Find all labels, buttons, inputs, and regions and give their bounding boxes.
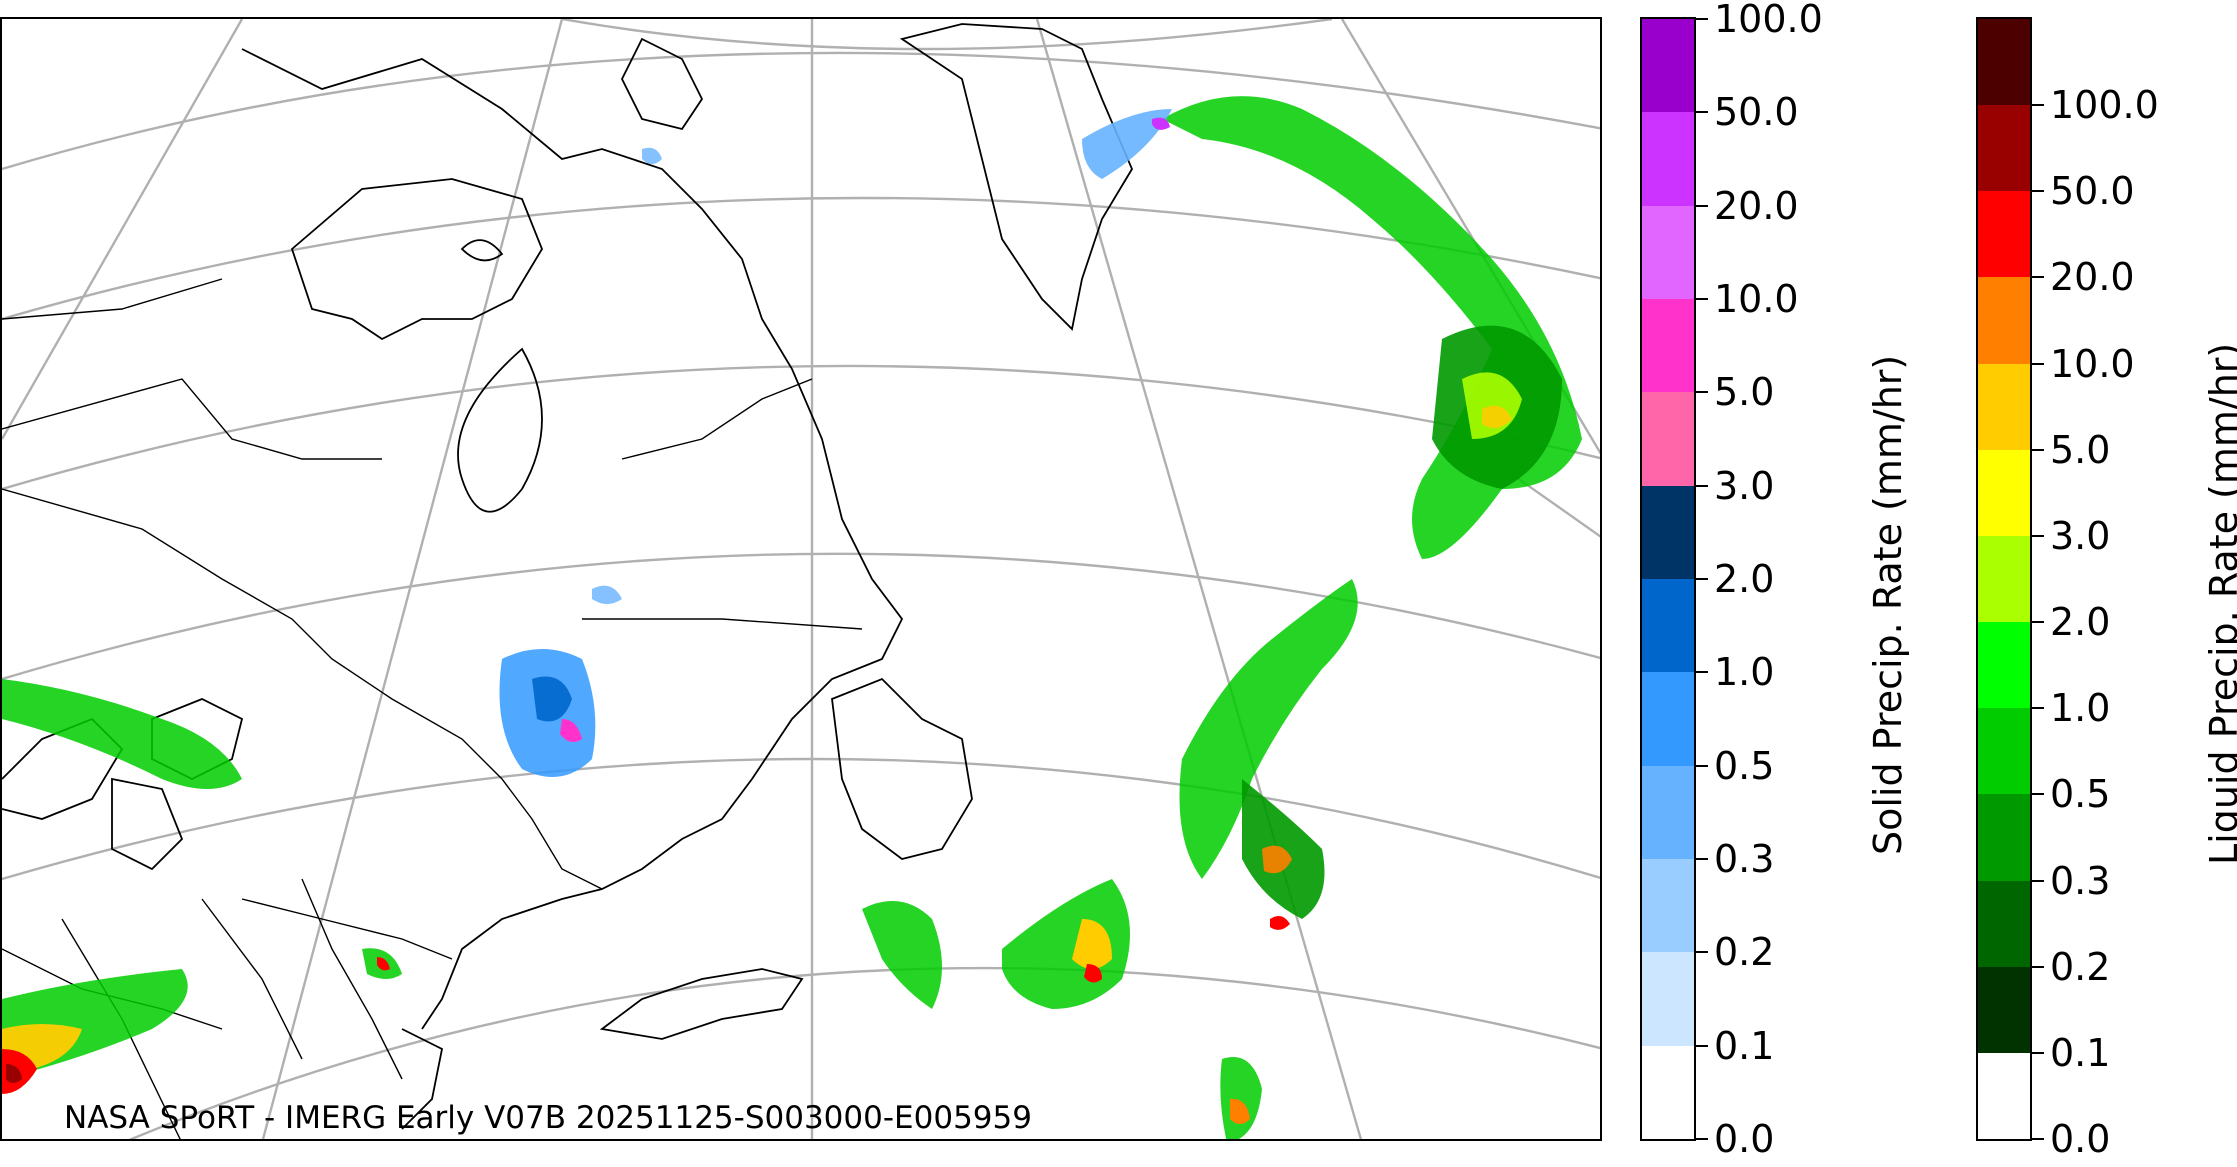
solid-tick-mark: [1696, 298, 1708, 300]
solid-colorbar-segment: [1642, 765, 1694, 859]
liquid-tick-label: 100.0: [2050, 83, 2159, 128]
solid-tick-label: 2.0: [1714, 557, 1775, 601]
liquid-tick-mark: [2032, 965, 2044, 968]
solid-tick-mark: [1696, 858, 1708, 860]
solid-tick-label: 5.0: [1714, 370, 1775, 415]
solid-tick-mark: [1696, 1044, 1708, 1047]
solid-tick-mark: [1696, 578, 1708, 580]
solid-tick-label: 0.3: [1714, 837, 1775, 881]
liquid-colorbar-segment: [1978, 622, 2030, 709]
solid-tick-label: 0.0: [1714, 1117, 1775, 1161]
solid-colorbar-label: Solid Precip. Rate (mm/hr): [1866, 354, 1910, 855]
liquid-tick-mark: [2032, 190, 2044, 193]
solid-tick-mark: [1696, 484, 1708, 487]
liquid-tick-mark: [2032, 276, 2044, 279]
map-canvas: [2, 19, 1600, 1139]
solid-precipitation: [499, 109, 1172, 777]
solid-colorbar-segment: [1642, 19, 1694, 113]
liquid-colorbar-segment: [1978, 1052, 2030, 1139]
solid-colorbar-segment: [1642, 859, 1694, 953]
coastlines: [2, 23, 1134, 1130]
precipitation-map: [0, 17, 1602, 1141]
liquid-tick-label: 0.3: [2050, 858, 2111, 903]
solid-tick-label: 50.0: [1714, 90, 1799, 135]
solid-colorbar-segment: [1642, 672, 1694, 766]
liquid-tick-mark: [2032, 1051, 2044, 1054]
liquid-tick-mark: [2032, 1138, 2044, 1140]
solid-tick-mark: [1696, 671, 1708, 674]
liquid-tick-label: 10.0: [2050, 341, 2135, 386]
solid-tick-mark: [1696, 1138, 1708, 1140]
graticule: [2, 19, 1600, 1139]
solid-colorbar-segment: [1642, 579, 1694, 673]
solid-tick-mark: [1696, 764, 1708, 767]
liquid-colorbar-segment: [1978, 277, 2030, 364]
solid-colorbar-segment: [1642, 112, 1694, 206]
liquid-tick-label: 3.0: [2050, 513, 2111, 558]
liquid-tick-mark: [2032, 793, 2044, 796]
liquid-colorbar-segment: [1978, 105, 2030, 192]
liquid-tick-mark: [2032, 707, 2044, 710]
liquid-tick-label: 0.5: [2050, 772, 2111, 817]
liquid-tick-mark: [2032, 362, 2044, 365]
liquid-colorbar-segment: [1978, 708, 2030, 795]
liquid-tick-mark: [2032, 879, 2044, 882]
solid-tick-label: 3.0: [1714, 463, 1775, 508]
liquid-colorbar-segment: [1978, 966, 2030, 1053]
liquid-tick-label: 2.0: [2050, 600, 2111, 645]
solid-precip-colorbar: [1640, 17, 1696, 1141]
solid-colorbar-segment: [1642, 205, 1694, 299]
solid-colorbar-segment: [1642, 392, 1694, 486]
liquid-colorbar-segment: [1978, 794, 2030, 881]
solid-tick-mark: [1696, 18, 1708, 20]
solid-colorbar-segment: [1642, 485, 1694, 579]
liquid-tick-mark: [2032, 104, 2044, 107]
solid-colorbar-segment: [1642, 952, 1694, 1046]
solid-tick-label: 0.1: [1714, 1023, 1775, 1068]
solid-colorbar-segment: [1642, 1045, 1694, 1139]
liquid-colorbar-segment: [1978, 191, 2030, 278]
solid-tick-label: 0.5: [1714, 743, 1775, 788]
solid-tick-label: 10.0: [1714, 277, 1799, 321]
solid-tick-mark: [1696, 204, 1708, 207]
liquid-tick-mark: [2032, 448, 2044, 451]
liquid-precipitation: [2, 96, 1582, 1139]
liquid-tick-label: 0.1: [2050, 1030, 2111, 1075]
liquid-tick-label: 20.0: [2050, 255, 2135, 300]
solid-tick-mark: [1696, 391, 1708, 394]
liquid-tick-label: 0.2: [2050, 944, 2111, 989]
solid-tick-label: 100.0: [1714, 0, 1823, 41]
liquid-tick-mark: [2032, 534, 2044, 537]
liquid-colorbar-segment: [1978, 449, 2030, 536]
liquid-precip-colorbar: [1976, 17, 2032, 1141]
liquid-tick-label: 1.0: [2050, 686, 2111, 731]
liquid-colorbar-segment: [1978, 535, 2030, 623]
liquid-tick-label: 0.0: [2050, 1117, 2111, 1161]
solid-tick-label: 0.2: [1714, 930, 1775, 975]
liquid-tick-label: 50.0: [2050, 169, 2135, 214]
liquid-tick-mark: [2032, 621, 2044, 624]
solid-tick-label: 1.0: [1714, 650, 1775, 695]
liquid-colorbar-label: Liquid Precip. Rate (mm/hr): [2202, 342, 2237, 865]
solid-colorbar-segment: [1642, 299, 1694, 393]
solid-tick-label: 20.0: [1714, 183, 1799, 228]
solid-tick-mark: [1696, 951, 1708, 954]
liquid-colorbar-segment: [1978, 880, 2030, 967]
liquid-tick-label: 5.0: [2050, 427, 2111, 472]
solid-tick-mark: [1696, 111, 1708, 114]
data-source-credit: NASA SPoRT - IMERG Early V07B 20251125-S…: [64, 1100, 1032, 1136]
liquid-colorbar-segment: [1978, 363, 2030, 450]
liquid-colorbar-segment: [1978, 19, 2030, 106]
